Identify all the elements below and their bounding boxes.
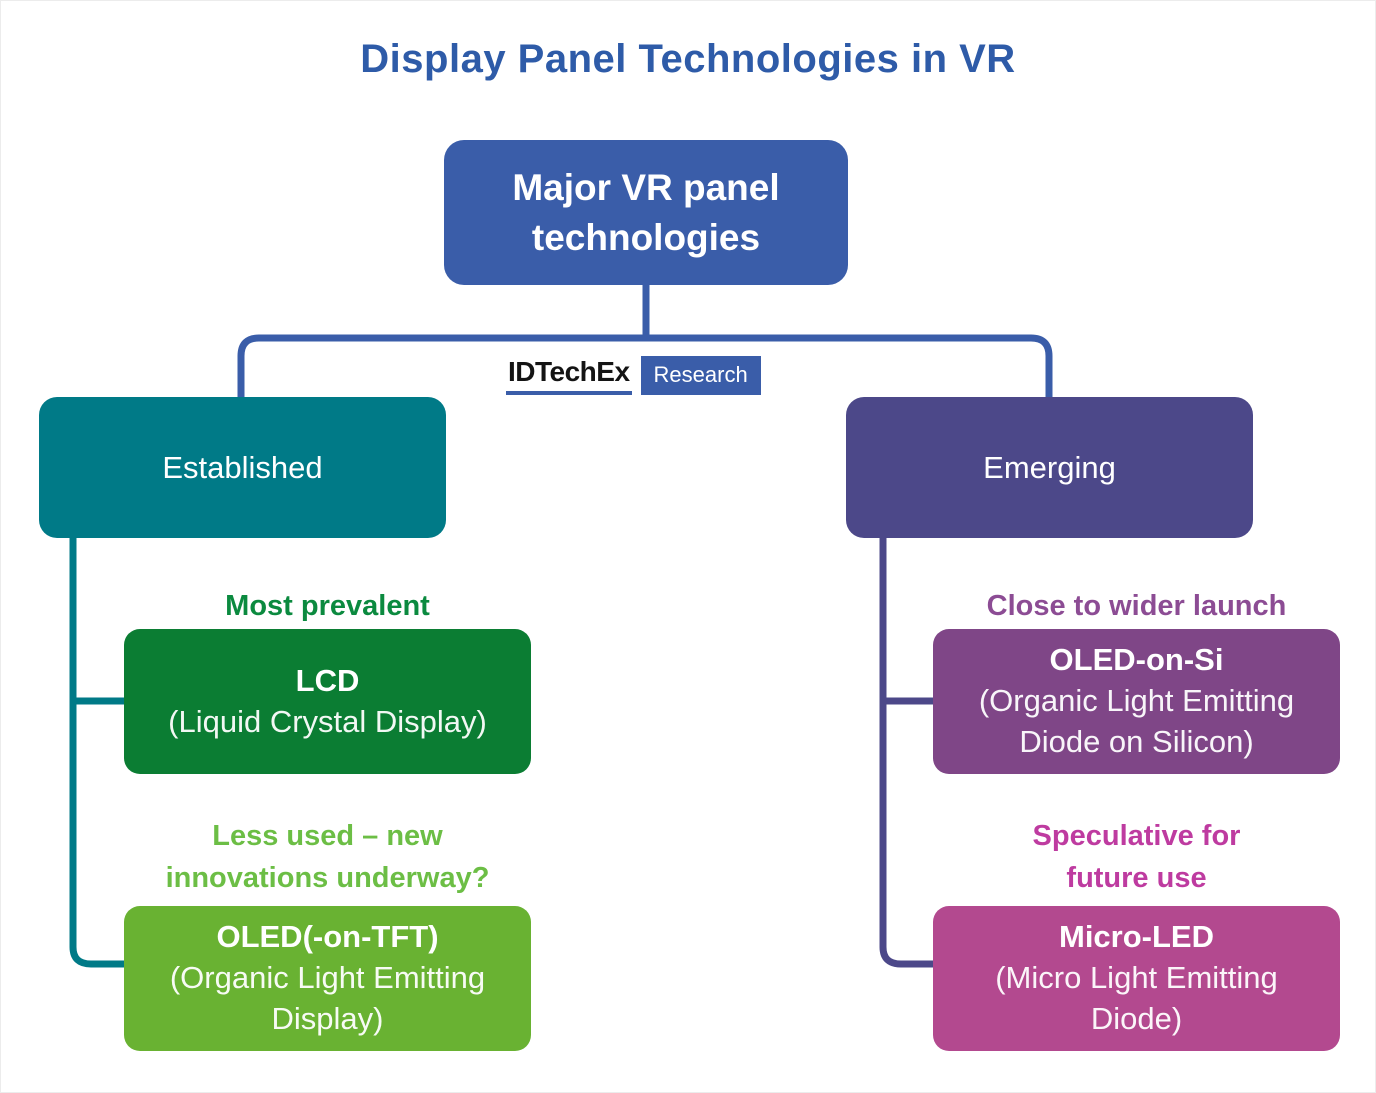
annotation-speculative-future-use: Speculative for future use bbox=[1032, 820, 1241, 895]
root-node: Major VR panel technologies bbox=[444, 140, 848, 285]
branch-node-emerging-label: Emerging bbox=[983, 449, 1116, 485]
page-title: Display Panel Technologies in VR bbox=[360, 37, 1016, 81]
root-node-label: Major VR panel technologies bbox=[512, 166, 780, 258]
annotation-close-to-wider-launch: Close to wider launch bbox=[986, 590, 1287, 622]
branch-node-established: Established bbox=[39, 397, 446, 538]
leaf-node-micro-led-title: Micro-LED bbox=[1059, 919, 1214, 955]
leaf-node-lcd-title: LCD bbox=[295, 662, 360, 698]
annotation-less-used: Less used – new innovations underway? bbox=[165, 820, 490, 895]
leaf-node-lcd-subtitle: (Liquid Crystal Display) bbox=[168, 703, 487, 739]
branch-node-emerging: Emerging bbox=[846, 397, 1253, 538]
leaf-node-oled-on-si: OLED-on-Si (Organic Light Emitting Diode… bbox=[933, 629, 1340, 774]
branch-node-established-label: Established bbox=[162, 449, 323, 485]
leaf-node-oled-on-si-subtitle: (Organic Light Emitting Diode on Silicon… bbox=[978, 683, 1295, 759]
leaf-node-oled-on-tft-title: OLED(-on-TFT) bbox=[216, 919, 439, 955]
leaf-node-micro-led: Micro-LED (Micro Light Emitting Diode) bbox=[933, 906, 1340, 1051]
leaf-node-micro-led-subtitle: (Micro Light Emitting Diode) bbox=[995, 960, 1278, 1036]
annotation-most-prevalent: Most prevalent bbox=[225, 590, 430, 622]
leaf-node-oled-on-tft: OLED(-on-TFT) (Organic Light Emitting Di… bbox=[124, 906, 531, 1051]
established-connector-line bbox=[69, 536, 126, 968]
leaf-node-oled-on-tft-subtitle: (Organic Light Emitting Display) bbox=[169, 960, 486, 1036]
leaf-node-lcd: LCD (Liquid Crystal Display) bbox=[124, 629, 531, 774]
idtechex-logo: IDTechEx Research bbox=[506, 356, 761, 395]
leaf-node-oled-on-si-title: OLED-on-Si bbox=[1049, 642, 1224, 678]
idtechex-logo-research-badge: Research bbox=[640, 356, 761, 395]
idtechex-logo-wordmark: IDTechEx bbox=[506, 356, 632, 395]
emerging-connector-line bbox=[879, 536, 936, 968]
